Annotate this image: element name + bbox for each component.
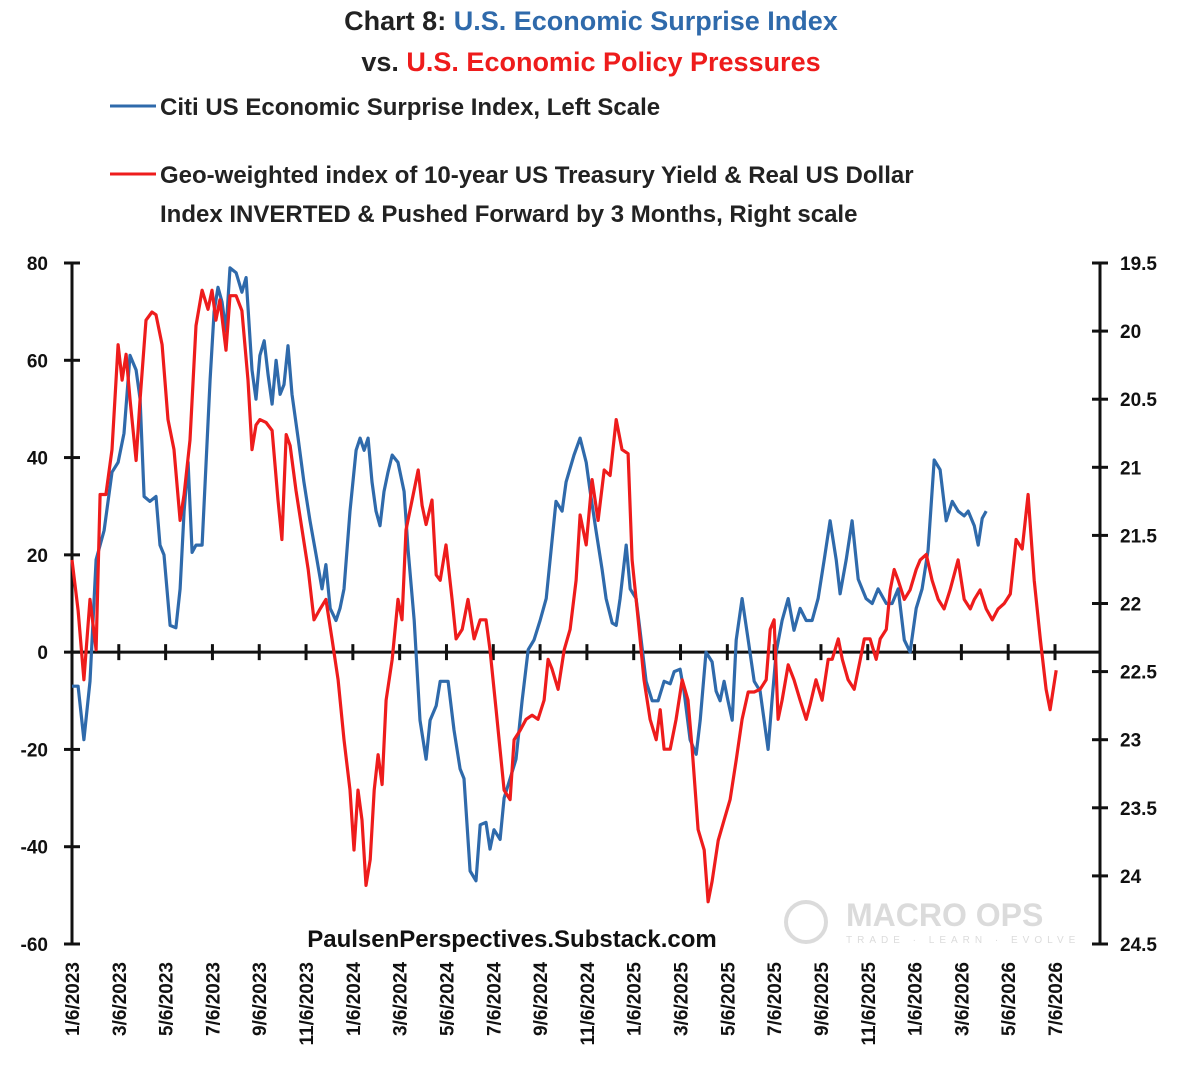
title-prefix: Chart 8: bbox=[344, 6, 454, 36]
x-tick-label: 7/6/2026 bbox=[1046, 962, 1067, 1036]
x-tick-label: 3/6/2025 bbox=[672, 962, 693, 1036]
watermark-logo-icon bbox=[784, 900, 828, 944]
y-right-tick-label: 24.5 bbox=[1120, 935, 1157, 956]
x-tick-label: 7/6/2023 bbox=[203, 962, 224, 1036]
x-tick-label: 3/6/2023 bbox=[110, 962, 131, 1036]
x-tick-label: 11/6/2023 bbox=[297, 962, 318, 1045]
y-right-tick-label: 22.5 bbox=[1120, 663, 1157, 684]
series-line-surprise-index bbox=[72, 266, 988, 883]
y-right-tick-label: 21.5 bbox=[1120, 526, 1157, 547]
x-tick-label: 11/6/2024 bbox=[578, 962, 599, 1046]
y-right-tick-label: 20.5 bbox=[1120, 390, 1157, 411]
y-right-tick-label: 23.5 bbox=[1120, 799, 1157, 820]
source-label: PaulsenPerspectives.Substack.com bbox=[307, 926, 717, 953]
title-highlight-red: U.S. Economic Policy Pressures bbox=[406, 47, 820, 77]
x-tick-label: 1/6/2024 bbox=[344, 962, 365, 1036]
y-right-tick-label: 23 bbox=[1120, 731, 1141, 752]
x-tick-label: 9/6/2025 bbox=[812, 962, 833, 1036]
series-line-policy-pressures bbox=[70, 288, 1058, 904]
x-tick-label: 5/6/2025 bbox=[718, 962, 739, 1036]
title-line2-prefix: vs. bbox=[361, 47, 406, 77]
legend-label-blue: Citi US Economic Surprise Index, Left Sc… bbox=[160, 94, 660, 121]
y-left-tick-label: -20 bbox=[21, 740, 48, 761]
x-tick-label: 1/6/2025 bbox=[625, 962, 646, 1036]
legend-label-red-line1: Geo-weighted index of 10-year US Treasur… bbox=[160, 162, 914, 189]
y-right-tick-label: 22 bbox=[1120, 595, 1141, 616]
x-tick-label: 3/6/2026 bbox=[952, 962, 973, 1036]
y-right-tick-label: 20 bbox=[1120, 322, 1141, 343]
x-tick-label: 3/6/2024 bbox=[391, 962, 412, 1036]
x-tick-label: 1/6/2026 bbox=[906, 962, 927, 1036]
watermark-name: MACRO OPS bbox=[846, 897, 1043, 933]
y-right-tick-label: 19.5 bbox=[1120, 254, 1157, 275]
title-highlight-blue: U.S. Economic Surprise Index bbox=[454, 6, 838, 36]
x-tick-label: 9/6/2024 bbox=[531, 962, 552, 1036]
watermark-tagline: TRADE · LEARN · EVOLVE bbox=[846, 935, 1080, 946]
x-tick-label: 1/6/2023 bbox=[63, 962, 84, 1036]
y-right-tick-label: 21 bbox=[1120, 458, 1142, 479]
x-tick-label: 5/6/2026 bbox=[999, 962, 1020, 1036]
x-tick-label: 5/6/2023 bbox=[157, 962, 178, 1036]
y-left-tick-label: 40 bbox=[27, 449, 48, 470]
legend: Citi US Economic Surprise Index, Left Sc… bbox=[110, 94, 914, 228]
y-left-tick-label: 20 bbox=[27, 546, 48, 567]
x-tick-label: 7/6/2024 bbox=[484, 962, 505, 1036]
x-tick-label: 9/6/2023 bbox=[250, 962, 271, 1036]
y-left-tick-label: -60 bbox=[21, 935, 48, 956]
x-tick-label: 5/6/2024 bbox=[437, 962, 458, 1036]
y-right-tick-label: 24 bbox=[1120, 867, 1142, 888]
axes: 80 60 40 20 0 -20 -40 -60 19.5 20 20.5 21 21.5 22 22.5… bbox=[21, 254, 1158, 1045]
legend-label-red-line2: Index INVERTED & Pushed Forward by 3 Mon… bbox=[160, 201, 857, 228]
chart-title-line2: vs. U.S. Economic Policy Pressures bbox=[361, 47, 820, 77]
y-left-tick-label: 80 bbox=[27, 254, 48, 275]
chart-title-line1: Chart 8: U.S. Economic Surprise Index bbox=[344, 6, 838, 36]
y-left-tick-label: 0 bbox=[37, 643, 48, 664]
y-left-tick-label: 60 bbox=[27, 351, 48, 372]
x-tick-label: 11/6/2025 bbox=[859, 962, 880, 1046]
plot-area bbox=[70, 266, 1058, 904]
watermark: MACRO OPS TRADE · LEARN · EVOLVE bbox=[784, 897, 1080, 946]
x-tick-label: 7/6/2025 bbox=[765, 962, 786, 1036]
y-left-tick-label: -40 bbox=[21, 838, 48, 859]
